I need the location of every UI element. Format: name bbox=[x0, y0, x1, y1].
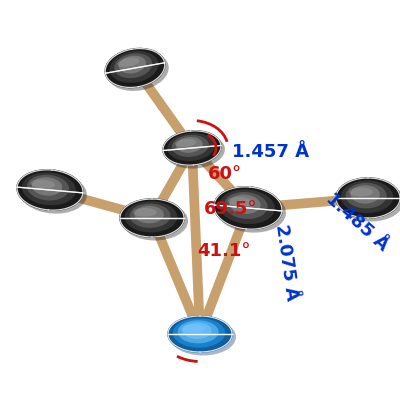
Ellipse shape bbox=[122, 202, 188, 240]
Ellipse shape bbox=[336, 178, 400, 218]
Text: 41.1°: 41.1° bbox=[197, 242, 250, 260]
Ellipse shape bbox=[170, 318, 236, 356]
Ellipse shape bbox=[130, 204, 170, 228]
Ellipse shape bbox=[107, 51, 169, 91]
Text: 60°: 60° bbox=[208, 165, 242, 183]
Ellipse shape bbox=[163, 131, 221, 165]
Ellipse shape bbox=[346, 183, 386, 208]
Ellipse shape bbox=[216, 189, 286, 233]
Ellipse shape bbox=[17, 170, 83, 210]
Ellipse shape bbox=[168, 316, 232, 352]
Ellipse shape bbox=[22, 172, 76, 205]
Ellipse shape bbox=[178, 320, 218, 343]
Text: 1.457 Å: 1.457 Å bbox=[232, 143, 309, 161]
Ellipse shape bbox=[175, 139, 196, 147]
Ellipse shape bbox=[110, 51, 158, 83]
Text: 2.075 Å: 2.075 Å bbox=[272, 222, 300, 302]
Ellipse shape bbox=[165, 133, 225, 169]
Ellipse shape bbox=[349, 188, 373, 196]
Ellipse shape bbox=[19, 172, 87, 214]
Ellipse shape bbox=[105, 48, 165, 88]
Ellipse shape bbox=[172, 135, 209, 157]
Ellipse shape bbox=[117, 58, 140, 67]
Ellipse shape bbox=[134, 206, 164, 223]
Ellipse shape bbox=[229, 194, 260, 214]
Ellipse shape bbox=[338, 180, 400, 222]
Ellipse shape bbox=[341, 180, 393, 213]
Ellipse shape bbox=[125, 201, 177, 232]
Ellipse shape bbox=[214, 187, 282, 229]
Ellipse shape bbox=[181, 324, 205, 333]
Ellipse shape bbox=[219, 190, 275, 224]
Ellipse shape bbox=[224, 192, 268, 219]
Text: 69.5°: 69.5° bbox=[204, 200, 258, 218]
Ellipse shape bbox=[119, 56, 146, 74]
Ellipse shape bbox=[114, 53, 152, 78]
Ellipse shape bbox=[350, 185, 380, 204]
Ellipse shape bbox=[30, 179, 55, 189]
Ellipse shape bbox=[27, 175, 69, 200]
Ellipse shape bbox=[133, 208, 157, 216]
Text: 1.485 Å: 1.485 Å bbox=[322, 190, 392, 255]
Ellipse shape bbox=[173, 318, 225, 348]
Ellipse shape bbox=[176, 137, 203, 153]
Ellipse shape bbox=[120, 199, 184, 237]
Ellipse shape bbox=[182, 322, 212, 339]
Ellipse shape bbox=[228, 197, 253, 206]
Ellipse shape bbox=[32, 177, 62, 196]
Ellipse shape bbox=[168, 133, 215, 161]
